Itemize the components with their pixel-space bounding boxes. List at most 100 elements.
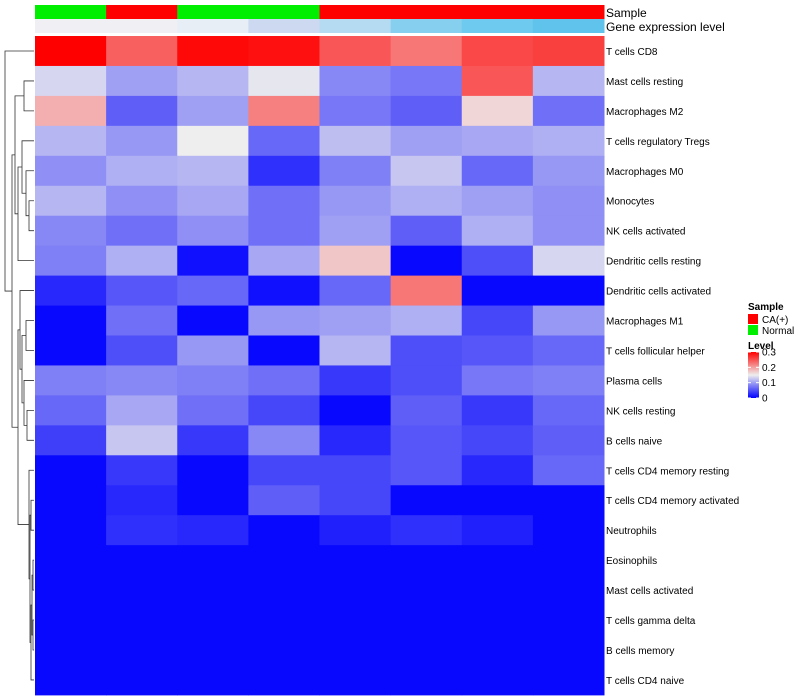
heatmap-cell xyxy=(177,335,249,366)
heatmap-cell xyxy=(461,395,534,426)
heatmap-cell xyxy=(461,365,534,396)
heatmap-cell xyxy=(461,215,534,247)
heatmap-cell xyxy=(177,664,249,696)
heatmap-cell xyxy=(106,395,178,426)
heatmap-cell xyxy=(106,664,178,696)
heatmap-cell xyxy=(319,635,392,666)
row-label: B cells memory xyxy=(606,646,674,657)
heatmap-cell xyxy=(177,545,249,576)
heatmap-cell xyxy=(35,36,107,67)
heatmap-cell xyxy=(248,455,320,486)
heatmap-cell xyxy=(390,395,463,426)
dendrogram-link xyxy=(21,140,34,194)
heatmap-cell xyxy=(35,455,107,486)
expression-bar-cell xyxy=(461,19,534,33)
heatmap-cell xyxy=(461,155,534,187)
heatmap-cell xyxy=(248,95,320,127)
heatmap-cell xyxy=(106,455,178,486)
heatmap-cell xyxy=(248,245,320,277)
heatmap-cell xyxy=(390,125,463,157)
heatmap-cell xyxy=(35,65,107,97)
row-label: Macrophages M1 xyxy=(606,317,684,328)
heatmap-cell xyxy=(177,455,249,486)
heatmap-cell xyxy=(532,575,605,606)
heatmap-cell xyxy=(248,485,320,516)
dendrogram-link xyxy=(4,50,34,292)
heatmap-cell xyxy=(461,65,534,97)
sample-bar-cell xyxy=(248,5,320,19)
heatmap-cell xyxy=(532,185,605,217)
heatmap-cell xyxy=(319,664,392,696)
heatmap-cell xyxy=(106,605,178,636)
heatmap-cell xyxy=(177,275,249,307)
heatmap-cell xyxy=(319,305,392,336)
legend-level-ticks: 0.3 0.2 0.1 0 xyxy=(748,348,776,405)
heatmap-cell xyxy=(390,365,463,396)
heatmap-cell xyxy=(390,455,463,486)
heatmap-cell xyxy=(248,635,320,666)
heatmap-cell xyxy=(390,305,463,336)
heatmap-cell xyxy=(319,485,392,516)
heatmap-cell xyxy=(177,95,249,127)
heatmap-cell xyxy=(35,605,107,636)
sample-annotation-label: Sample xyxy=(606,6,647,20)
legend-level-title: Level xyxy=(748,341,774,352)
heatmap-cell xyxy=(390,65,463,97)
heatmap-cell xyxy=(106,65,178,97)
heatmap-cell xyxy=(35,635,107,666)
row-label: Macrophages M0 xyxy=(606,167,684,178)
heatmap-cell xyxy=(177,365,249,396)
expression-bar-cell xyxy=(177,19,249,33)
heatmap-cell xyxy=(461,125,534,157)
heatmap-cell xyxy=(177,425,249,456)
heatmap-cell xyxy=(532,65,605,97)
heatmap-cell xyxy=(106,635,178,666)
row-label: T cells CD4 naive xyxy=(606,676,685,687)
heatmap-cell xyxy=(461,664,534,696)
dendrogram-link xyxy=(26,409,34,441)
heatmap-cell xyxy=(532,664,605,696)
heatmap-cell xyxy=(461,545,534,576)
heatmap-cell xyxy=(390,335,463,366)
heatmap-cell xyxy=(532,36,605,67)
row-label: NK cells resting xyxy=(606,406,675,417)
row-dendrogram xyxy=(4,50,34,681)
heatmap-cell xyxy=(390,215,463,247)
heatmap-cell xyxy=(461,455,534,486)
sample-bar-cell xyxy=(461,5,534,19)
heatmap-cell xyxy=(248,605,320,636)
heatmap-cell xyxy=(532,545,605,576)
row-label: T cells gamma delta xyxy=(606,616,696,627)
level-tick-label: 0.1 xyxy=(762,378,776,389)
heatmap-cell xyxy=(248,425,320,456)
heatmap-cell xyxy=(532,335,605,366)
sample-bar-cell xyxy=(106,5,178,19)
dendrogram-link xyxy=(28,200,34,232)
heatmap-cell xyxy=(35,155,107,187)
heatmap-cell xyxy=(106,545,178,576)
expression-bar-cell xyxy=(35,19,107,33)
heatmap-cell xyxy=(390,36,463,67)
heatmap-cell xyxy=(532,275,605,307)
heatmap-cell xyxy=(35,545,107,576)
heatmap-cell xyxy=(35,185,107,217)
heatmap-cell xyxy=(35,215,107,247)
row-label: Eosinophils xyxy=(606,556,657,567)
heatmap-cell xyxy=(461,245,534,277)
heatmap-cell xyxy=(248,36,320,67)
heatmap-cell xyxy=(177,485,249,516)
heatmap-cell xyxy=(35,245,107,277)
heatmap-cell xyxy=(177,635,249,666)
heatmap-cell xyxy=(248,515,320,546)
expression-bar-cell xyxy=(319,19,392,33)
level-tick-label: 0 xyxy=(762,394,768,405)
heatmap-cell xyxy=(177,155,249,187)
heatmap-cell xyxy=(319,395,392,426)
heatmap-cell xyxy=(319,365,392,396)
heatmap-cell xyxy=(248,335,320,366)
heatmap-cell xyxy=(248,664,320,696)
heatmap-cell xyxy=(177,125,249,157)
heatmap-cell xyxy=(106,575,178,606)
heatmap-cell xyxy=(461,605,534,636)
row-label: Dendritic cells resting xyxy=(606,257,701,268)
